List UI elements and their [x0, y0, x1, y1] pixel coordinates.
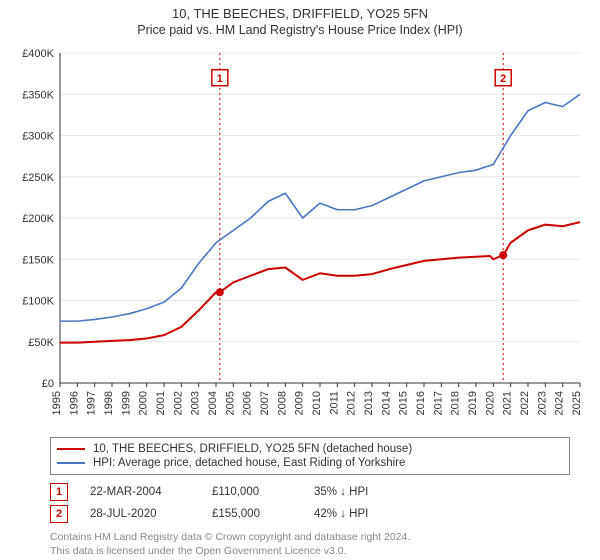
legend-label: HPI: Average price, detached house, East…	[93, 457, 405, 469]
svg-text:2012: 2012	[346, 391, 358, 415]
svg-text:2004: 2004	[207, 391, 219, 415]
legend-item: HPI: Average price, detached house, East…	[57, 456, 563, 470]
page-subtitle: Price paid vs. HM Land Registry's House …	[12, 23, 588, 37]
svg-text:£100K: £100K	[22, 296, 54, 308]
svg-text:2016: 2016	[415, 391, 427, 415]
legend-item: 10, THE BEECHES, DRIFFIELD, YO25 5FN (de…	[57, 442, 563, 456]
svg-text:2023: 2023	[536, 391, 548, 415]
svg-text:2022: 2022	[519, 391, 531, 415]
svg-text:1997: 1997	[86, 391, 98, 415]
svg-text:£150K: £150K	[22, 254, 54, 266]
svg-text:2013: 2013	[363, 391, 375, 415]
svg-text:2018: 2018	[450, 391, 462, 415]
svg-text:1998: 1998	[103, 391, 115, 415]
svg-text:2008: 2008	[276, 391, 288, 415]
svg-text:2014: 2014	[380, 391, 392, 415]
svg-text:£300K: £300K	[22, 131, 54, 143]
sales-table: 1 22-MAR-2004 £110,000 35% ↓ HPI 2 28-JU…	[50, 481, 588, 525]
svg-text:2007: 2007	[259, 391, 271, 415]
svg-text:2021: 2021	[502, 391, 514, 415]
svg-text:1999: 1999	[120, 391, 132, 415]
svg-text:£0: £0	[42, 378, 54, 390]
svg-text:2015: 2015	[398, 391, 410, 415]
sale-pct-vs-hpi: 42% ↓ HPI	[314, 508, 424, 520]
table-row: 2 28-JUL-2020 £155,000 42% ↓ HPI	[50, 503, 588, 525]
svg-text:£200K: £200K	[22, 213, 54, 225]
svg-text:2001: 2001	[155, 391, 167, 415]
sale-marker-icon: 1	[50, 483, 68, 501]
svg-text:2017: 2017	[432, 391, 444, 415]
svg-text:1995: 1995	[51, 391, 63, 415]
legend-label: 10, THE BEECHES, DRIFFIELD, YO25 5FN (de…	[93, 443, 412, 455]
svg-text:£250K: £250K	[22, 172, 54, 184]
svg-text:2003: 2003	[190, 391, 202, 415]
sale-pct-vs-hpi: 35% ↓ HPI	[314, 486, 424, 498]
footer-line: This data is licensed under the Open Gov…	[50, 545, 588, 559]
page-title: 10, THE BEECHES, DRIFFIELD, YO25 5FN	[12, 6, 588, 21]
svg-text:2: 2	[500, 73, 506, 85]
legend-swatch-hpi	[57, 462, 85, 464]
svg-text:2024: 2024	[554, 391, 566, 415]
svg-text:2019: 2019	[467, 391, 479, 415]
svg-text:2000: 2000	[138, 391, 150, 415]
svg-text:£400K: £400K	[22, 48, 54, 60]
price-chart: £0 £50K £100K £150K £200K £250K £300K £350K £400…	[12, 43, 588, 431]
svg-text:2009: 2009	[294, 391, 306, 415]
svg-text:2002: 2002	[172, 391, 184, 415]
legend-swatch-price-paid	[57, 448, 85, 450]
footer-line: Contains HM Land Registry data © Crown c…	[50, 531, 588, 545]
svg-text:1: 1	[217, 73, 223, 85]
svg-text:2020: 2020	[484, 391, 496, 415]
table-row: 1 22-MAR-2004 £110,000 35% ↓ HPI	[50, 481, 588, 503]
sale-date: 28-JUL-2020	[90, 508, 190, 520]
sale-price: £155,000	[212, 508, 292, 520]
svg-text:2005: 2005	[224, 391, 236, 415]
footer-attribution: Contains HM Land Registry data © Crown c…	[50, 531, 588, 558]
legend: 10, THE BEECHES, DRIFFIELD, YO25 5FN (de…	[50, 437, 570, 475]
svg-text:2011: 2011	[328, 391, 340, 415]
sale-marker-icon: 2	[50, 505, 68, 523]
svg-text:1996: 1996	[68, 391, 80, 415]
svg-text:2006: 2006	[242, 391, 254, 415]
svg-text:2025: 2025	[571, 391, 583, 415]
sale-price: £110,000	[212, 486, 292, 498]
sale-date: 22-MAR-2004	[90, 486, 190, 498]
svg-text:2010: 2010	[311, 391, 323, 415]
svg-text:£350K: £350K	[22, 89, 54, 101]
svg-text:£50K: £50K	[28, 337, 54, 349]
